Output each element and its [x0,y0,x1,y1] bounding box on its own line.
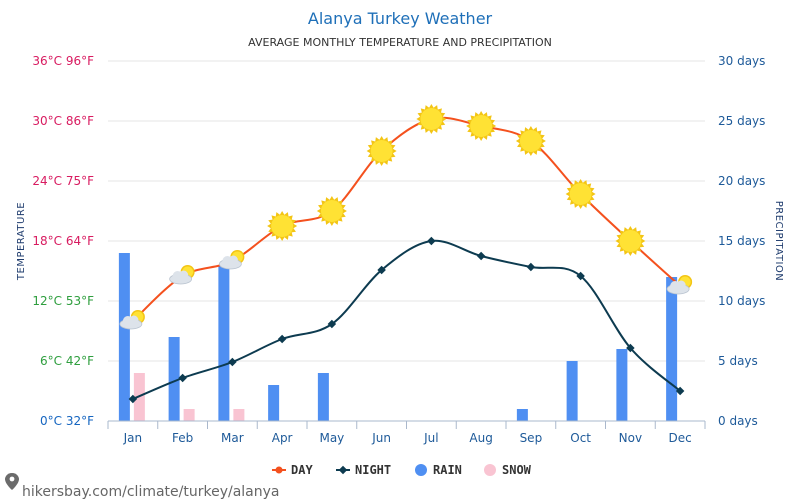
night-point [526,262,536,272]
night-point [228,357,237,367]
x-tick-label: Jan [123,431,143,445]
x-tick-label: Jun [371,431,391,445]
right-tick-label: 10 days [718,294,765,308]
chart-title: Alanya Turkey Weather [308,9,493,28]
weather-icons [119,104,693,330]
day-line [132,116,681,322]
night-point [675,386,685,396]
axes: 0°C 32°F 6°C 42°F 12°C 53°F 18°C 64°F 24°C 7… [32,54,765,445]
legend-item: SNOW [484,463,532,477]
night-point [476,251,486,261]
x-tick-label: May [319,431,344,445]
left-tick-label: 18°C 64°F [32,234,94,248]
legend-label: NIGHT [355,463,391,477]
cloud-sun-icon [218,250,245,270]
lines [128,116,685,404]
legend: DAY NIGHT RAIN SNOW [272,463,532,477]
night-point [377,265,386,275]
source-link[interactable]: hikersbay.com/climate/turkey/alanya [22,484,280,500]
sun-icon [466,111,497,141]
rain-bar [118,253,130,421]
right-tick-label: 30 days [718,54,765,68]
night-line [132,239,681,400]
left-tick-label: 36°C 96°F [32,54,94,68]
rain-bar [516,409,528,421]
x-tick-label: Jul [423,431,438,445]
rain-bar [616,349,628,421]
x-tick-label: Sep [520,431,543,445]
bars [118,253,678,421]
right-tick-label: 0 days [718,414,758,428]
night-point [427,236,436,246]
right-axis-title: PRECIPITATION [773,201,784,282]
rain-bar [218,265,230,421]
rain-bar [566,361,578,421]
snow-bar [183,409,195,421]
sun-icon [366,136,397,166]
sun-icon [615,226,646,256]
legend-label: RAIN [433,463,462,477]
snow-bar [233,409,245,421]
legend-label: DAY [291,463,313,477]
night-point [626,343,635,353]
night-point [327,319,337,329]
legend-marker [338,465,348,475]
footer: hikersbay.com/climate/turkey/alanya [5,473,280,500]
sun-icon [267,211,298,241]
rain-bar [168,337,180,421]
x-tick-label: Apr [272,431,293,445]
left-tick-label: 0°C 32°F [40,414,94,428]
left-tick-label: 12°C 53°F [32,294,94,308]
night-point [128,394,138,404]
x-tick-label: Feb [172,431,193,445]
rain-bar [666,277,678,421]
legend-item: DAY [272,463,313,477]
left-tick-label: 30°C 86°F [32,114,94,128]
legend-swatch [484,464,496,476]
sun-icon [515,126,546,156]
night-point [178,373,187,383]
left-axis-title: TEMPERATURE [16,202,27,281]
chart-subtitle: AVERAGE MONTHLY TEMPERATURE AND PRECIPIT… [248,36,552,49]
rain-bar [317,373,329,421]
legend-label: SNOW [502,463,532,477]
x-tick-label: Oct [570,431,591,445]
right-tick-label: 25 days [718,114,765,128]
sun-icon [416,104,447,134]
legend-marker [275,466,283,474]
left-tick-label: 6°C 42°F [40,354,94,368]
x-tick-label: Dec [669,431,692,445]
sun-icon [316,196,347,226]
cloud-sun-icon [169,265,195,285]
legend-item: NIGHT [336,463,391,477]
gridlines [108,60,705,362]
legend-swatch [415,464,427,476]
x-tick-label: Mar [221,431,244,445]
x-tick-label: Nov [619,431,642,445]
night-point [277,334,287,344]
rain-bar [268,385,280,421]
x-tick-label: Aug [469,431,492,445]
cloud-sun-icon [119,310,145,330]
left-tick-label: 24°C 75°F [32,174,94,188]
location-pin-icon [5,473,19,490]
right-tick-label: 5 days [718,354,758,368]
right-tick-label: 15 days [718,234,765,248]
night-point [576,271,585,281]
legend-item: RAIN [415,463,462,477]
cloud-sun-icon [666,275,693,295]
sun-icon [565,179,596,209]
right-tick-label: 20 days [718,174,765,188]
